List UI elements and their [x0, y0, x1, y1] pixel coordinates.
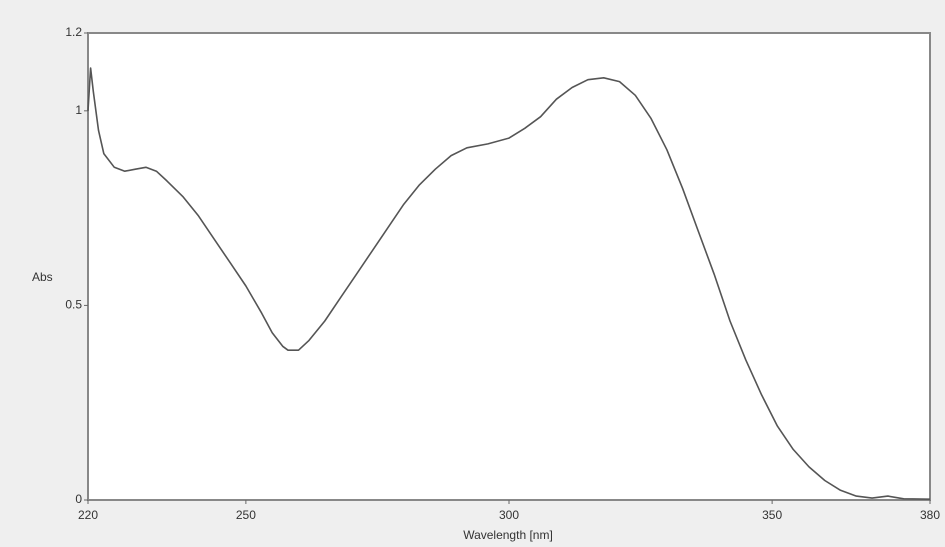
- y-tick-label: 0.5: [65, 298, 82, 312]
- x-tick-label: 250: [236, 508, 256, 522]
- y-axis-label: Abs: [32, 270, 53, 284]
- spectrum-line: [87, 67, 931, 500]
- x-tick-label: 300: [499, 508, 519, 522]
- y-tick-label: 0: [75, 492, 82, 506]
- x-tick-label: 220: [78, 508, 98, 522]
- plot-area: [87, 32, 931, 501]
- x-tick-label: 380: [920, 508, 940, 522]
- x-axis-label: Wavelength [nm]: [463, 528, 553, 542]
- x-tick-label: 350: [762, 508, 782, 522]
- y-tick-label: 1: [75, 103, 82, 117]
- y-tick-label: 1.2: [65, 25, 82, 39]
